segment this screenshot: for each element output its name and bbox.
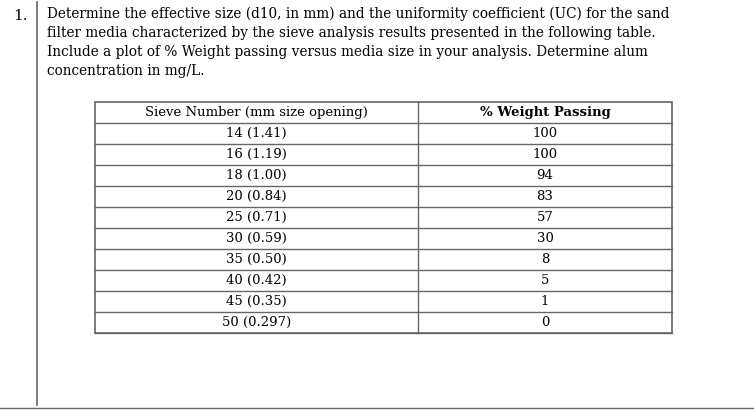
- Text: 100: 100: [532, 127, 557, 140]
- Text: 30 (0.59): 30 (0.59): [226, 232, 287, 245]
- Text: 94: 94: [537, 169, 553, 182]
- Text: 35 (0.50): 35 (0.50): [226, 253, 287, 266]
- Text: 57: 57: [537, 211, 553, 224]
- Text: 18 (1.00): 18 (1.00): [226, 169, 287, 182]
- Text: Determine the effective size (d10, in mm) and the uniformity coefficient (UC) fo: Determine the effective size (d10, in mm…: [47, 7, 670, 21]
- Text: 8: 8: [541, 253, 549, 266]
- Text: Include a plot of % Weight passing versus media size in your analysis. Determine: Include a plot of % Weight passing versu…: [47, 45, 648, 59]
- Text: 20 (0.84): 20 (0.84): [226, 190, 287, 203]
- Text: 50 (0.297): 50 (0.297): [222, 316, 291, 329]
- Bar: [95, 102, 672, 333]
- Text: 1: 1: [541, 295, 549, 308]
- Text: filter media characterized by the sieve analysis results presented in the follow: filter media characterized by the sieve …: [47, 26, 656, 40]
- Text: % Weight Passing: % Weight Passing: [480, 106, 611, 119]
- Text: 83: 83: [537, 190, 553, 203]
- Text: 1.: 1.: [13, 9, 27, 23]
- Text: 45 (0.35): 45 (0.35): [226, 295, 287, 308]
- Text: Sieve Number (mm size opening): Sieve Number (mm size opening): [145, 106, 368, 119]
- Text: 16 (1.19): 16 (1.19): [226, 148, 287, 161]
- Text: 14 (1.41): 14 (1.41): [226, 127, 287, 140]
- Text: 40 (0.42): 40 (0.42): [226, 274, 287, 287]
- Text: 100: 100: [532, 148, 557, 161]
- Text: concentration in mg/L.: concentration in mg/L.: [47, 64, 204, 78]
- Text: 30: 30: [537, 232, 553, 245]
- Text: 0: 0: [541, 316, 549, 329]
- Text: 5: 5: [541, 274, 549, 287]
- Text: 25 (0.71): 25 (0.71): [226, 211, 287, 224]
